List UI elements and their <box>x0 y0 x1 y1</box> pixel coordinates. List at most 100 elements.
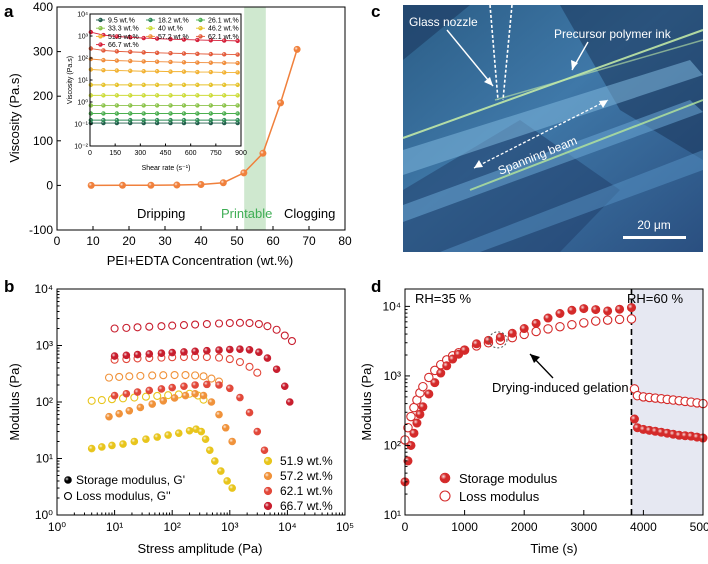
inset-legend-marker-highlight <box>148 26 153 31</box>
loss-modulus-point <box>191 320 200 329</box>
storage-modulus-point-highlight <box>228 484 236 492</box>
inset-point-highlight <box>195 38 200 42</box>
storage-modulus-point-highlight <box>496 333 505 342</box>
inset-point-highlight <box>208 121 213 125</box>
inset-legend-label: 66.7 wt.% <box>108 42 139 49</box>
inset-point-highlight <box>141 121 146 125</box>
inset-point-highlight <box>128 35 133 40</box>
inset-point-highlight <box>235 52 240 57</box>
x-tick-label: 3000 <box>570 520 597 534</box>
inset-point-highlight <box>235 93 240 98</box>
viscosity-line <box>91 49 298 187</box>
inset-point-highlight <box>128 68 133 73</box>
storage-modulus-point-highlight <box>191 347 199 355</box>
inset-point-highlight <box>141 111 146 116</box>
storage-modulus-point-highlight <box>157 385 165 393</box>
inset-point-highlight <box>195 111 200 116</box>
inset-x-tick-label: 450 <box>160 150 172 157</box>
inset-point-highlight <box>114 111 119 116</box>
inset-y-tick-label: 10⁴ <box>77 12 88 19</box>
loss-modulus-point <box>145 322 154 331</box>
inset-point-highlight <box>235 82 240 87</box>
x-tick-label: 10² <box>164 520 181 534</box>
loss-modulus-point <box>567 319 577 330</box>
inset-legend-marker-highlight <box>98 42 103 47</box>
loss-modulus-point <box>148 371 157 380</box>
storage-modulus-point-highlight <box>148 400 156 408</box>
inset-point-highlight <box>195 70 200 74</box>
gelation-annotation: Drying-induced gelation <box>492 380 629 395</box>
viscosity-x-axis-label: PEI+EDTA Concentration (wt.%) <box>107 253 294 268</box>
storage-modulus-point-highlight <box>215 381 223 389</box>
inset-point-highlight <box>155 118 160 123</box>
legend-storage-marker-highlight <box>440 473 450 483</box>
loss-modulus-point <box>254 319 263 329</box>
modulus-y-axis-label: Modulus (Pa) <box>7 363 22 440</box>
inset-point-highlight <box>222 82 227 87</box>
legend-loss-label: Loss modulus, G'' <box>76 489 171 503</box>
storage-modulus-point-highlight <box>168 349 176 357</box>
x-tick-label: 5000 <box>690 520 708 534</box>
storage-modulus-point-highlight <box>567 306 577 315</box>
inset-point-highlight <box>101 121 106 125</box>
inset-legend-label: 62.1 wt.% <box>208 34 239 41</box>
inset-point-highlight <box>222 70 227 75</box>
inset-point-highlight <box>195 93 200 98</box>
inset-point-highlight <box>195 51 200 56</box>
loss-modulus-point <box>424 372 434 383</box>
inset-y-tick-label: 10¹ <box>78 78 89 85</box>
inset-point-highlight <box>114 58 119 63</box>
inset-legend-label: 26.1 wt.% <box>208 17 239 24</box>
region-label-dripping: Dripping <box>137 206 185 221</box>
storage-modulus-point-highlight <box>255 348 263 356</box>
inset-point-highlight <box>128 111 133 116</box>
storage-modulus-point-highlight <box>409 429 419 438</box>
inset-point-highlight <box>101 68 106 73</box>
storage-modulus-point-highlight <box>442 361 451 370</box>
y-tick-label: 10⁴ <box>34 282 53 296</box>
inset-legend-marker-highlight <box>148 18 153 22</box>
inset-point-highlight <box>222 111 227 116</box>
inset-point-highlight <box>114 121 119 125</box>
inset-point-highlight <box>168 118 173 123</box>
inset-series-line <box>90 69 238 73</box>
legend-concentration-label: 66.7 wt.% <box>280 499 333 513</box>
storage-modulus-point-highlight <box>88 445 96 453</box>
inset-y-tick-label: 10³ <box>78 34 89 41</box>
inset-point-highlight <box>101 118 106 123</box>
inset-point-highlight <box>155 50 160 55</box>
inset-y-tick-label: 10² <box>78 56 89 63</box>
loss-modulus-point <box>263 322 272 331</box>
inset-point-highlight <box>182 103 186 108</box>
storage-modulus-point-highlight <box>159 397 167 405</box>
storage-modulus-point-highlight <box>206 446 214 454</box>
x-tick-label: 10⁴ <box>278 520 297 534</box>
inset-x-axis-label: Shear rate (s⁻¹) <box>142 165 191 172</box>
inset-point-highlight <box>208 103 213 108</box>
inset-point-highlight <box>128 93 133 98</box>
legend-concentration-marker-highlight <box>264 457 272 465</box>
inset-point-highlight <box>235 103 240 108</box>
storage-modulus-point-highlight <box>579 304 588 313</box>
inset-x-tick-label: 750 <box>210 150 222 157</box>
inset-x-tick-label: 0 <box>88 150 92 157</box>
inset-point-highlight <box>155 103 160 108</box>
inset-point-highlight <box>195 82 200 87</box>
storage-modulus-point-highlight <box>228 437 236 445</box>
inset-point-highlight <box>208 111 213 116</box>
scale-bar-label: 20 μm <box>637 218 671 232</box>
inset-legend-label: 18.2 wt.% <box>158 17 189 24</box>
storage-modulus-point-highlight <box>142 435 150 443</box>
inset-point-highlight <box>141 69 146 74</box>
storage-modulus-point-highlight <box>122 390 130 398</box>
inset-point-highlight <box>128 103 133 108</box>
inset-point-highlight <box>114 93 119 98</box>
storage-modulus-point-highlight <box>627 303 636 312</box>
storage-modulus-point-highlight <box>111 392 119 400</box>
inset-legend-label: 51.9 wt.% <box>108 34 139 41</box>
inset-point-highlight <box>168 121 173 125</box>
storage-modulus-point-highlight <box>281 382 289 390</box>
loss-modulus-point <box>272 325 281 334</box>
viscosity-point-highlight <box>259 150 267 157</box>
